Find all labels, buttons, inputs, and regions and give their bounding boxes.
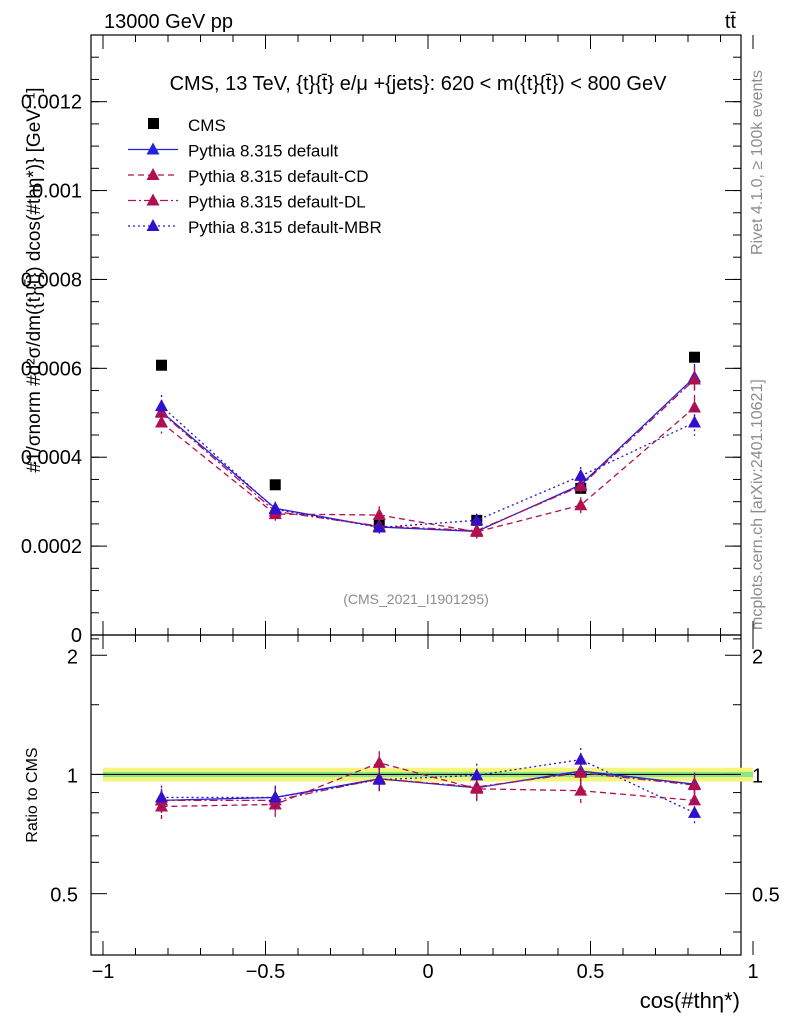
series-point — [372, 520, 386, 533]
ratio-uncertainty-band — [91, 767, 753, 782]
ratio-line — [161, 762, 695, 808]
ratio-point — [268, 790, 282, 803]
x-tick-label: −1 — [92, 961, 115, 983]
x-tick-label: −0.5 — [246, 961, 285, 983]
cms-point — [689, 351, 700, 363]
series-point — [688, 372, 701, 385]
legend-marker — [146, 219, 160, 231]
ratio-tick-label-right: 0.5 — [752, 885, 780, 907]
x-tick-label: 0.5 — [577, 961, 605, 983]
y-tick-label: 0.001 — [32, 181, 82, 203]
ratio-point — [574, 765, 588, 778]
series-point — [372, 508, 386, 520]
series-point — [688, 415, 701, 428]
legend-label: CMS — [188, 116, 226, 135]
ratio-point — [372, 755, 386, 768]
series-point — [470, 513, 484, 526]
series-point — [688, 400, 701, 413]
ratio-point — [574, 783, 588, 796]
y-tick-label: 0.0006 — [21, 358, 82, 380]
y-tick-label: 0.0002 — [21, 536, 82, 558]
series-line — [161, 405, 695, 529]
legend-label: Pythia 8.315 default — [188, 142, 339, 161]
series-point — [574, 498, 588, 511]
source-label: mcplots.cern.ch [arXiv:2401.10621] — [749, 379, 766, 630]
analysis-id: (CMS_2021_I1901295) — [343, 591, 489, 607]
ratio-frame — [90, 634, 742, 956]
series-3 — [155, 366, 701, 813]
legend-entry: Pythia 8.315 default-CD — [128, 167, 369, 186]
series-0 — [156, 351, 700, 529]
ratio-tick-label: 1 — [67, 765, 78, 787]
ratio-line — [161, 772, 695, 802]
series-point — [155, 399, 168, 412]
series-line — [161, 378, 695, 532]
ratio-point — [688, 778, 701, 791]
legend-entry: CMS — [148, 116, 226, 135]
series-line — [161, 406, 695, 533]
series-4 — [155, 395, 701, 826]
legend-marker — [146, 142, 160, 155]
legend-marker — [146, 168, 160, 180]
ratio-point — [155, 790, 168, 803]
series-point — [574, 479, 588, 492]
ratio-tick-label-right: 2 — [752, 646, 763, 668]
legend-marker — [146, 193, 160, 206]
y-tick-label: 0.0004 — [21, 447, 82, 469]
series-point — [574, 468, 588, 481]
ratio-tick-label: 2 — [67, 646, 78, 668]
ratio-point — [470, 779, 484, 792]
series-point — [268, 502, 282, 515]
ratio-tick-label-right: 1 — [752, 765, 763, 787]
series-point — [470, 523, 484, 536]
ratio-point — [372, 772, 386, 785]
cms-point — [156, 359, 167, 371]
x-tick-label: 0 — [422, 961, 433, 983]
y-tick-label: 0.0012 — [21, 92, 82, 114]
ratio-line — [161, 758, 695, 814]
ratio-point — [470, 768, 484, 781]
legend-entry: Pythia 8.315 default-DL — [128, 193, 366, 212]
legend-label: Pythia 8.315 default-MBR — [188, 218, 382, 237]
legend-label: Pythia 8.315 default-CD — [188, 167, 369, 186]
legend-entry: Pythia 8.315 default-MBR — [128, 218, 382, 237]
process-label: tt̄ — [725, 11, 737, 33]
legend-entry: Pythia 8.315 default — [128, 142, 339, 161]
ratio-point — [574, 752, 588, 765]
energy-label: 13000 GeV pp — [104, 11, 233, 33]
series-1 — [155, 363, 701, 813]
x-tick-label: 1 — [747, 961, 758, 983]
ratio-point — [688, 793, 701, 806]
y-tick-label: 0.0008 — [21, 269, 82, 291]
legend-marker — [148, 118, 159, 129]
legend-label: Pythia 8.315 default-DL — [188, 193, 366, 212]
y-axis-label: #1/σnorm #d²σ/dm({t}{t̄}) dcos(#thη*)} [… — [24, 87, 45, 472]
ratio-tick-label: 0.5 — [50, 885, 78, 907]
y-tick-label: 0 — [71, 625, 82, 647]
ratio-point — [688, 805, 701, 818]
ratio-y-label: Ratio to CMS — [24, 747, 41, 842]
cms-point — [269, 479, 281, 491]
chart-title: CMS, 13 TeV, {t}{t̄} e/μ +{jets}: 620 < … — [170, 73, 668, 95]
x-axis-label: cos(#thη*) — [640, 988, 740, 1013]
rivet-label: Rivet 4.1.0, ≥ 100k events — [749, 70, 766, 255]
